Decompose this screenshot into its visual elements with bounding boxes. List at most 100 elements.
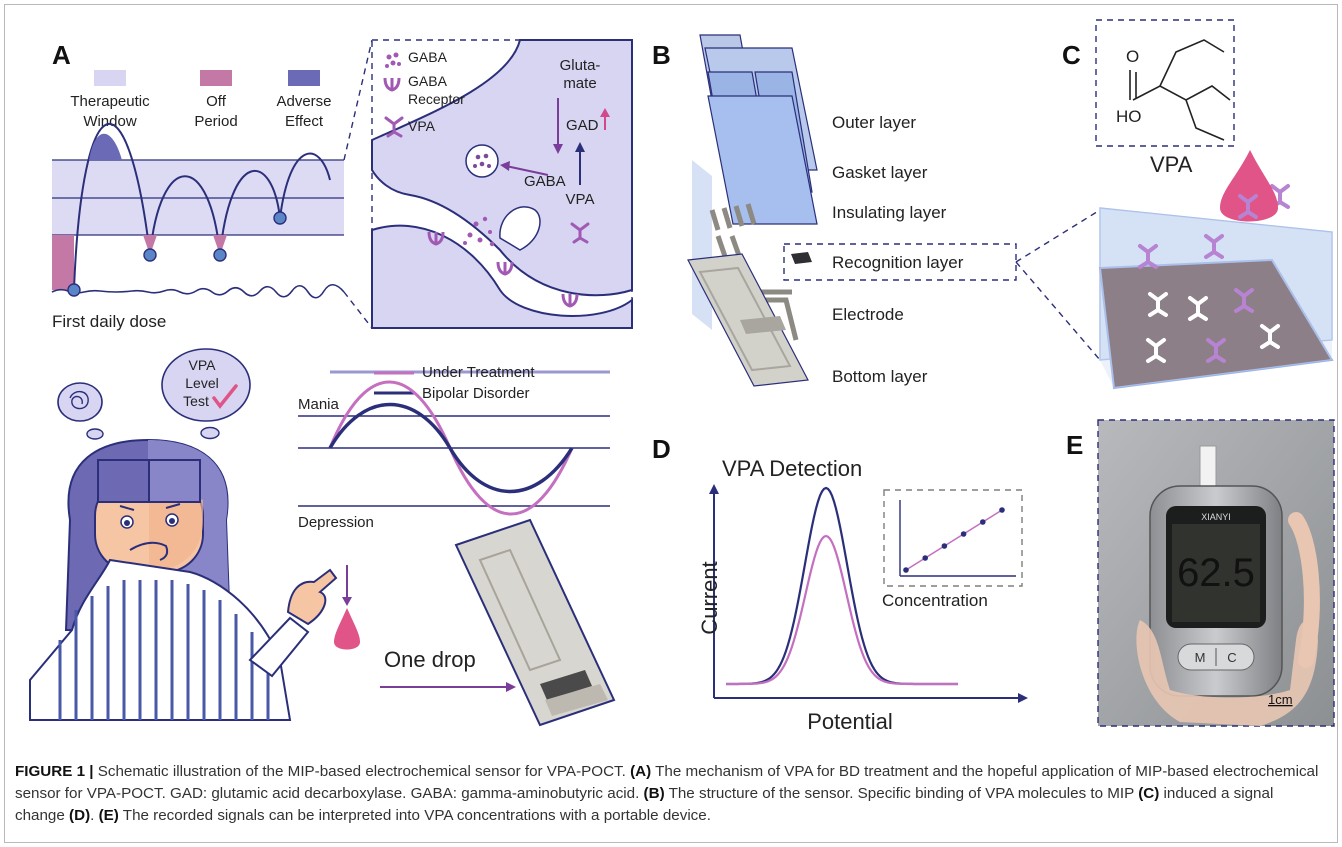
mip-surface bbox=[1098, 150, 1334, 390]
bubble-test: Test bbox=[183, 393, 209, 409]
gaba-arrow-label: GABA bbox=[524, 173, 566, 190]
glutamate-line1: Gluta- bbox=[560, 57, 601, 74]
panel-label-c: C bbox=[1062, 40, 1081, 70]
bipolar-disorder-curve bbox=[328, 402, 574, 494]
electrode-label: Electrode bbox=[832, 305, 904, 324]
calibration-point bbox=[903, 567, 909, 573]
legend-adverse-line1: Adverse bbox=[276, 93, 331, 110]
meter-reading: 62.5 bbox=[1177, 551, 1255, 595]
legend-therapeutic-line2: Window bbox=[83, 113, 137, 130]
bubble-vpa: VPA bbox=[189, 357, 217, 373]
baseline-wave bbox=[51, 283, 345, 299]
vpa-structure: O HO bbox=[1095, 19, 1235, 147]
legend-swatch-adverse bbox=[288, 70, 320, 86]
caption-e-text: The recorded signals can be interpreted … bbox=[118, 807, 711, 824]
legend-swatch-therapeutic bbox=[94, 70, 126, 86]
caption-intro: Schematic illustration of the MIP-based … bbox=[93, 763, 631, 780]
legend-therapeutic-line1: Therapeutic bbox=[70, 93, 150, 110]
one-drop-label: One drop bbox=[384, 647, 476, 672]
caption-b-text: The structure of the sensor. Specific bi… bbox=[664, 785, 1139, 802]
vpa-label: VPA bbox=[1150, 152, 1193, 177]
legend-adverse-line2: Effect bbox=[285, 113, 324, 130]
y-axis-label: Current bbox=[697, 561, 722, 634]
caption-a-label: (A) bbox=[630, 763, 652, 780]
legend-off-line1: Off bbox=[206, 93, 227, 110]
inset-concentration-label: Concentration bbox=[882, 591, 988, 610]
outer-layer-label: Outer layer bbox=[832, 113, 916, 132]
panel-label-e: E bbox=[1066, 430, 1083, 460]
first-daily-dose-label: First daily dose bbox=[52, 312, 166, 331]
patient-shirt bbox=[29, 558, 292, 721]
adverse-effect-peak bbox=[89, 133, 122, 160]
dose-dot bbox=[213, 248, 227, 262]
calibration-point bbox=[960, 531, 967, 537]
legend-bipolar: Bipolar Disorder bbox=[422, 385, 530, 402]
meter-button-c[interactable]: C bbox=[1227, 650, 1236, 665]
vesicle bbox=[465, 144, 499, 178]
gaba-receptor-icon bbox=[383, 77, 401, 92]
gad-label: GAD bbox=[566, 117, 599, 134]
gad-up-arrow-icon bbox=[600, 108, 610, 117]
caption-d-text: . bbox=[90, 807, 99, 824]
dose-dot bbox=[273, 211, 287, 225]
patient-illustration bbox=[29, 438, 338, 721]
checkmark-icon bbox=[212, 384, 238, 409]
calibration-point bbox=[999, 507, 1005, 513]
confusion-icon bbox=[69, 391, 89, 410]
gasket-layer-label: Gasket layer bbox=[832, 163, 928, 182]
figure-caption: FIGURE 1 | Schematic illustration of the… bbox=[15, 761, 1327, 827]
synapse-diagram: GABA GABA Receptor VPA Gluta- mate GAD V… bbox=[371, 39, 633, 329]
calibration-point bbox=[941, 543, 948, 549]
figure-artwork: A Therapeutic Window Off Period Adverse … bbox=[29, 19, 1335, 732]
recognition-patch bbox=[791, 252, 812, 264]
calibration-point bbox=[922, 555, 928, 561]
calibration-fit-line bbox=[905, 509, 1003, 571]
caption-c-text: induced a signal change bbox=[15, 785, 1274, 824]
first-dose-dot bbox=[67, 283, 81, 297]
legend-under-treatment: Under Treatment bbox=[422, 364, 535, 381]
glucose-style-meter: XIANYI 62.5 M C bbox=[1136, 445, 1320, 726]
panel-label-b: B bbox=[652, 40, 671, 70]
insulating-layer-label: Insulating layer bbox=[832, 203, 947, 222]
caption-b-label: (B) bbox=[643, 785, 665, 802]
thought-bubbles: VPA Level Test bbox=[57, 348, 251, 440]
calibration-point bbox=[980, 519, 986, 525]
caption-a-text: The mechanism of VPA for BD treatment an… bbox=[15, 763, 1319, 802]
panel-label-d: D bbox=[652, 434, 671, 464]
detection-title: VPA Detection bbox=[722, 456, 862, 481]
sample-drop-icon bbox=[1220, 150, 1278, 222]
calibration-points bbox=[903, 507, 1005, 573]
panel-a-legend: Therapeutic Window Off Period Adverse Ef… bbox=[70, 70, 332, 130]
meter-brand: XIANYI bbox=[1201, 512, 1231, 522]
vpa-structure-box bbox=[1095, 19, 1235, 147]
bottom-layer-label: Bottom layer bbox=[832, 367, 928, 386]
caption-e-label: (E) bbox=[98, 807, 119, 824]
insulating-layer bbox=[707, 95, 818, 225]
depression-label: Depression bbox=[298, 514, 374, 531]
inserted-strip bbox=[1199, 445, 1217, 487]
recognition-layer-label: Recognition layer bbox=[832, 253, 964, 272]
hydroxyl-group: HO bbox=[1116, 107, 1142, 126]
legend-swatch-off-period bbox=[200, 70, 232, 86]
recognition-highlight-box bbox=[783, 243, 1017, 281]
glutamate-line2: mate bbox=[563, 75, 596, 92]
drug-level-curve bbox=[73, 123, 331, 291]
sensor-layers bbox=[687, 34, 818, 387]
legend-off-line2: Period bbox=[194, 113, 237, 130]
caption-figure-label: FIGURE 1 | bbox=[15, 763, 94, 780]
one-drop-flow: One drop bbox=[334, 518, 616, 727]
dose-dot bbox=[143, 248, 157, 262]
synapse-gaba-label: GABA bbox=[408, 49, 448, 65]
oxygen-atom: O bbox=[1126, 47, 1139, 66]
detection-chart: Current Potential Concentration bbox=[697, 484, 1028, 732]
bubble-level: Level bbox=[185, 375, 218, 391]
drug-level-graph: First daily dose bbox=[51, 123, 345, 331]
meter-button-m[interactable]: M bbox=[1195, 650, 1206, 665]
off-period-area bbox=[52, 235, 74, 290]
scale-bar-label: 1cm bbox=[1268, 692, 1293, 707]
synapse-receptor-line1: GABA bbox=[408, 73, 448, 89]
synaptic-cleft bbox=[499, 206, 541, 251]
postsynaptic-membrane bbox=[371, 224, 633, 329]
synapse-receptor-line2: Receptor bbox=[408, 91, 465, 107]
caption-d-label: (D) bbox=[69, 807, 91, 824]
